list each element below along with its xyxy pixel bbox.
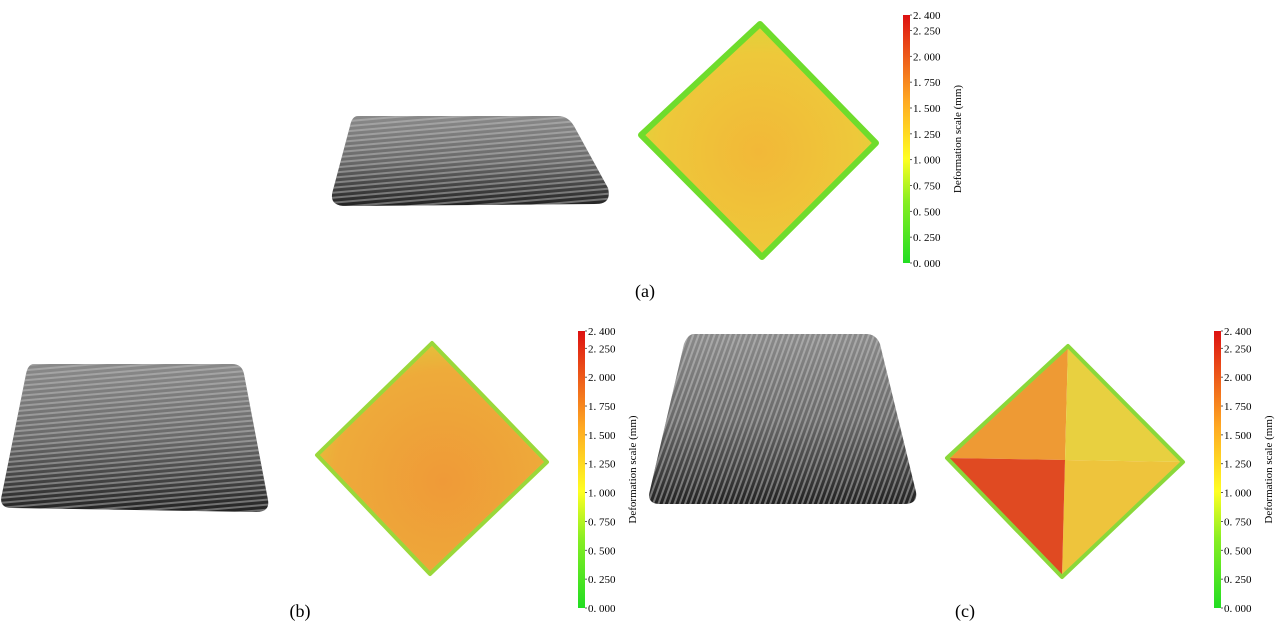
colorbar xyxy=(1214,331,1221,608)
colorbar-tick-label: 2. 000 xyxy=(1224,372,1252,384)
panel-label: (c) xyxy=(955,601,975,622)
colorbar-tick-label: 0. 250 xyxy=(1224,574,1252,586)
deformation-map xyxy=(641,24,876,257)
specimen-photo xyxy=(649,334,916,504)
colorbar xyxy=(578,331,585,608)
colorbar-tick-label: 0. 000 xyxy=(1224,603,1252,615)
colorbar-tick-label: 1. 500 xyxy=(588,430,616,442)
colorbar-tick-label: 0. 750 xyxy=(588,516,616,528)
colorbar-tick-label: 2. 000 xyxy=(913,51,941,63)
colorbar-title: Deformation scale (mm) xyxy=(627,415,639,523)
deformation-map xyxy=(317,343,547,574)
deformation-map xyxy=(947,346,1183,577)
figure: (a) 0. 000 0. 250 0. 500 0. 750 1. 000 1. 250 1… xyxy=(0,0,1284,630)
colorbar-tick-label: 0. 500 xyxy=(913,206,941,218)
colorbar-tick-label: 0. 750 xyxy=(913,181,941,193)
colorbar-tick-label: 2. 250 xyxy=(913,26,941,38)
specimen-photo xyxy=(1,364,268,512)
colorbar-tick-label: 1. 250 xyxy=(1224,459,1252,471)
colorbar-tick-label: 1. 250 xyxy=(913,129,941,141)
colorbar-tick-label: 0. 500 xyxy=(588,545,616,557)
colorbar-tick-label: 1. 000 xyxy=(1224,488,1252,500)
colorbar-tick-label: 1. 500 xyxy=(913,103,941,115)
colorbar-tick-label: 0. 000 xyxy=(588,603,616,615)
colorbar-tick-label: 1. 750 xyxy=(588,401,616,413)
specimen-photo xyxy=(332,116,609,206)
colorbar-tick-label: 0. 000 xyxy=(913,258,941,270)
colorbar-tick-label: 1. 750 xyxy=(913,77,941,89)
panel-label: (a) xyxy=(635,281,655,302)
colorbar-tick-label: 1. 750 xyxy=(1224,401,1252,413)
page: (a) 0. 000 0. 250 0. 500 0. 750 1. 000 1. 250 1… xyxy=(0,0,1284,630)
colorbar-tick-label: 2. 400 xyxy=(913,10,941,22)
colorbar-tick-label: 2. 400 xyxy=(1224,326,1252,338)
colorbar-title: Deformation scale (mm) xyxy=(952,85,964,193)
colorbar-tick-label: 2. 250 xyxy=(588,343,616,355)
colorbar-tick-label: 1. 000 xyxy=(588,488,616,500)
colorbar xyxy=(903,15,910,263)
colorbar-tick-label: 1. 500 xyxy=(1224,430,1252,442)
colorbar-title: Deformation scale (mm) xyxy=(1263,415,1275,523)
colorbar-tick-label: 2. 000 xyxy=(588,372,616,384)
colorbar-tick-label: 0. 750 xyxy=(1224,516,1252,528)
colorbar-tick-label: 0. 250 xyxy=(913,232,941,244)
panel-label: (b) xyxy=(290,601,311,622)
colorbar-tick-label: 1. 000 xyxy=(913,155,941,167)
colorbar-tick-label: 0. 500 xyxy=(1224,545,1252,557)
colorbar-tick-label: 2. 400 xyxy=(588,326,616,338)
colorbar-tick-label: 2. 250 xyxy=(1224,343,1252,355)
colorbar-tick-label: 0. 250 xyxy=(588,574,616,586)
colorbar-tick-label: 1. 250 xyxy=(588,459,616,471)
